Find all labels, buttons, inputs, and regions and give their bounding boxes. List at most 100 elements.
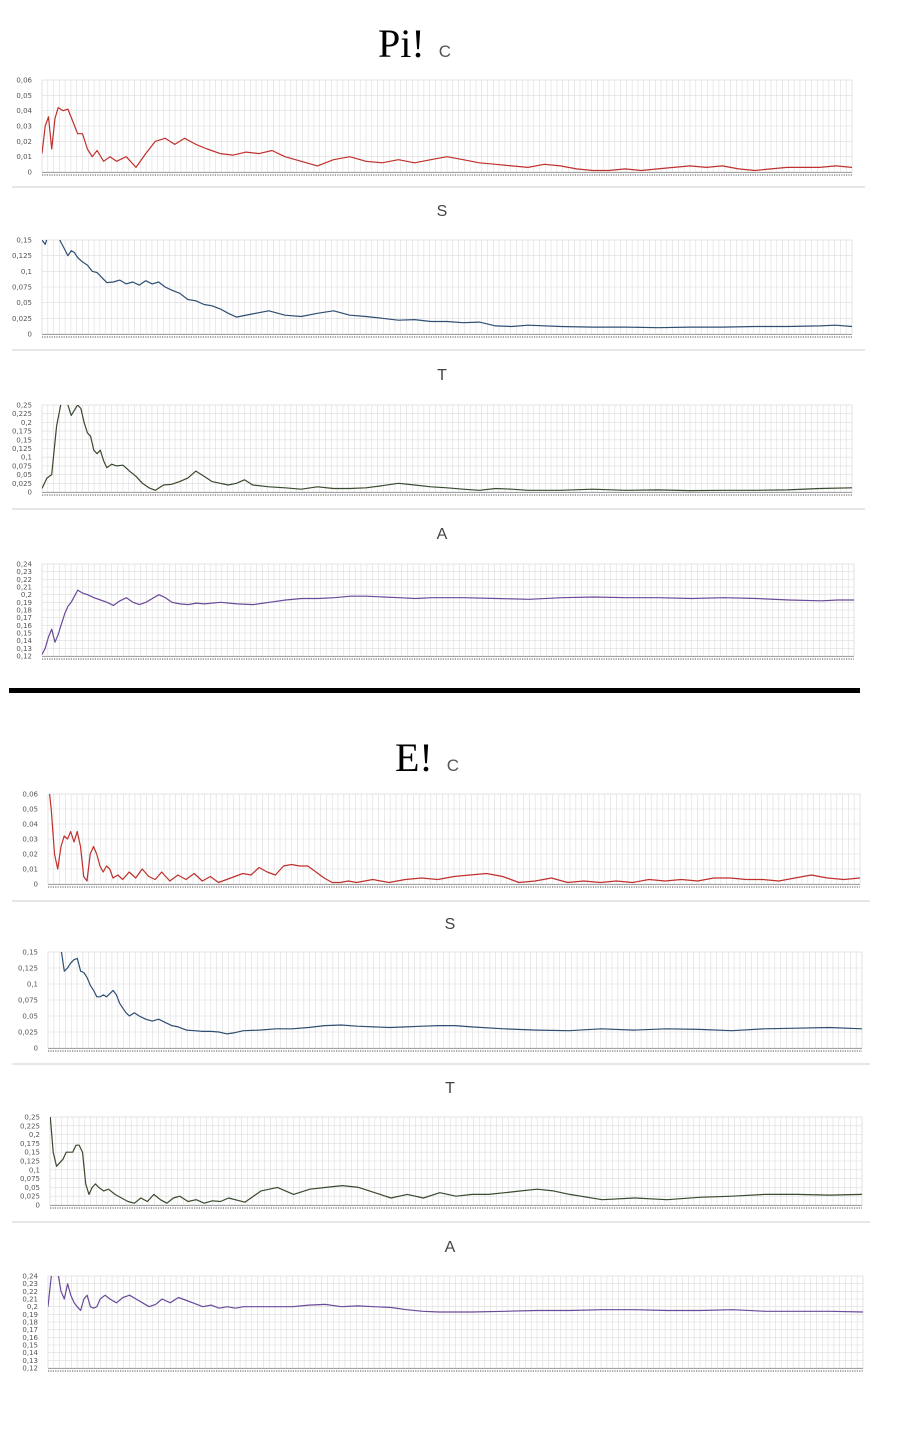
y-tick-label: 0,06 — [22, 791, 38, 799]
y-tick-label: 0,21 — [16, 584, 32, 592]
y-tick-label: 0,15 — [24, 1149, 40, 1157]
y-tick-label: 0,025 — [20, 1193, 40, 1201]
y-tick-label: 0,175 — [20, 1140, 40, 1148]
y-tick-label: 0,05 — [22, 806, 38, 814]
y-tick-label: 0,05 — [24, 1184, 40, 1192]
series-line — [48, 794, 860, 884]
chart-g2-s: 0 0,025 0,05 0,075 0,1 0,125 0,15 — [12, 949, 870, 1065]
y-tick-label: 0,24 — [22, 1273, 38, 1281]
y-tick-label: 0,22 — [16, 576, 32, 584]
y-tick-label: 0,075 — [18, 997, 38, 1005]
y-tick-label: 0,17 — [16, 614, 32, 622]
y-tick-label: 0,15 — [22, 949, 38, 957]
y-tick-label: 0,04 — [22, 821, 38, 829]
y-tick-label: 0,23 — [22, 1280, 38, 1288]
y-tick-label: 0 — [34, 1045, 38, 1053]
y-tick-label: 0,03 — [16, 123, 32, 131]
chart-g2-t: 00,0250,050,0750,10,1250,150,1750,20,225… — [12, 1114, 870, 1223]
panel-title-g1-t: T — [437, 367, 447, 384]
y-tick-label: 0,2 — [27, 1303, 38, 1311]
y-tick-label: 0,1 — [21, 268, 32, 276]
y-tick-label: 0,025 — [18, 1029, 38, 1037]
y-tick-label: 0,24 — [16, 561, 32, 569]
y-tick-label: 0 — [36, 1202, 40, 1210]
chart-g1-c: 0 0,01 0,02 0,03 0,04 0,05 0,06 — [12, 77, 865, 188]
chart-g2-a: 0,120,130,140,150,160,170,180,190,20,21 0… — [22, 1273, 864, 1373]
panel-title-g2-s: S — [444, 916, 456, 933]
y-tick-label: 0,075 — [12, 462, 32, 470]
y-tick-label: 0 — [28, 331, 32, 339]
y-tick-label: 0,12 — [22, 1365, 38, 1373]
y-tick-label: 0,25 — [24, 1114, 40, 1122]
y-tick-label: 0,15 — [16, 630, 32, 638]
y-tick-label: 0,05 — [22, 1013, 38, 1021]
y-tick-label: 0,025 — [12, 480, 32, 488]
series-line — [42, 240, 852, 329]
y-tick-label: 0,17 — [22, 1326, 38, 1334]
y-tick-label: 0,06 — [16, 77, 32, 85]
y-tick-label: 0,21 — [22, 1296, 38, 1304]
y-tick-label: 0,2 — [21, 591, 32, 599]
y-tick-label: 0,2 — [29, 1131, 40, 1139]
y-tick-label: 0,15 — [22, 1342, 38, 1350]
y-tick-label: 0,02 — [22, 851, 38, 859]
y-tick-label: 0,225 — [12, 410, 32, 418]
y-tick-label: 0,125 — [20, 1158, 40, 1166]
y-tick-label: 0,01 — [16, 153, 32, 161]
group-title-1: Pi! C — [378, 24, 451, 64]
series-line — [48, 1276, 863, 1313]
y-tick-label: 0,04 — [16, 107, 32, 115]
y-tick-label: 0,16 — [16, 622, 32, 630]
panel-title-g1-a: A — [436, 526, 448, 543]
y-tick-label: 0 — [28, 489, 32, 497]
y-tick-label: 0,075 — [20, 1175, 40, 1183]
y-tick-label: 0,02 — [16, 138, 32, 146]
y-tick-label: 0,15 — [16, 237, 32, 245]
group-title-text: E! — [395, 735, 433, 780]
panel-title-g2-t: T — [445, 1080, 455, 1097]
y-tick-label: 0,01 — [22, 866, 38, 874]
chart-g2-c: 0 0,01 0,02 0,03 0,04 0,05 0,06 — [12, 791, 870, 902]
group-subtitle: C — [438, 42, 451, 61]
y-tick-label: 0 — [34, 881, 38, 889]
series-line — [60, 952, 862, 1035]
group-title-2: E! C — [395, 738, 459, 778]
y-tick-label: 0,225 — [20, 1122, 40, 1130]
y-tick-label: 0,1 — [29, 1166, 40, 1174]
group-title-text: Pi! — [378, 21, 425, 66]
y-tick-label: 0,15 — [16, 436, 32, 444]
y-tick-label: 0,125 — [18, 965, 38, 973]
y-tick-label: 0,18 — [22, 1319, 38, 1327]
y-tick-label: 0,23 — [16, 568, 32, 576]
group-subtitle: C — [446, 756, 460, 775]
series-line — [42, 107, 852, 172]
y-tick-label: 0,18 — [16, 607, 32, 615]
y-tick-label: 0,19 — [22, 1311, 38, 1319]
panel-title-g2-a: A — [444, 1239, 456, 1256]
panel-title-g1-s: S — [436, 203, 448, 220]
chart-g1-t: 00,0250,050,0750,10,1250,150,1750,20,225… — [12, 402, 865, 510]
y-tick-label: 0,13 — [22, 1357, 38, 1365]
y-tick-label: 0,075 — [12, 284, 32, 292]
y-tick-label: 0,16 — [22, 1334, 38, 1342]
y-tick-label: 0,2 — [21, 419, 32, 427]
y-tick-label: 0,03 — [22, 836, 38, 844]
chart-g1-a: 0,120,130,140,150,160,170,180,190,20,210… — [16, 561, 855, 661]
y-tick-label: 0,125 — [12, 445, 32, 453]
group-divider — [9, 688, 860, 693]
y-tick-label: 0,025 — [12, 315, 32, 323]
y-tick-label: 0,125 — [12, 252, 32, 260]
chart-g1-s: 0 0,025 0,05 0,075 0,1 0,125 0,15 — [12, 237, 865, 351]
series-line — [42, 589, 854, 655]
y-tick-label: 0,1 — [27, 981, 38, 989]
y-tick-label: 0 — [28, 169, 32, 177]
y-tick-label: 0,14 — [22, 1349, 38, 1357]
y-tick-label: 0,12 — [16, 653, 32, 661]
y-tick-label: 0,05 — [16, 92, 32, 100]
series-line — [50, 1117, 862, 1204]
series-line — [42, 405, 852, 492]
y-tick-label: 0,05 — [16, 299, 32, 307]
y-tick-label: 0,14 — [16, 637, 32, 645]
y-tick-label: 0,13 — [16, 645, 32, 653]
y-tick-label: 0,1 — [21, 454, 32, 462]
